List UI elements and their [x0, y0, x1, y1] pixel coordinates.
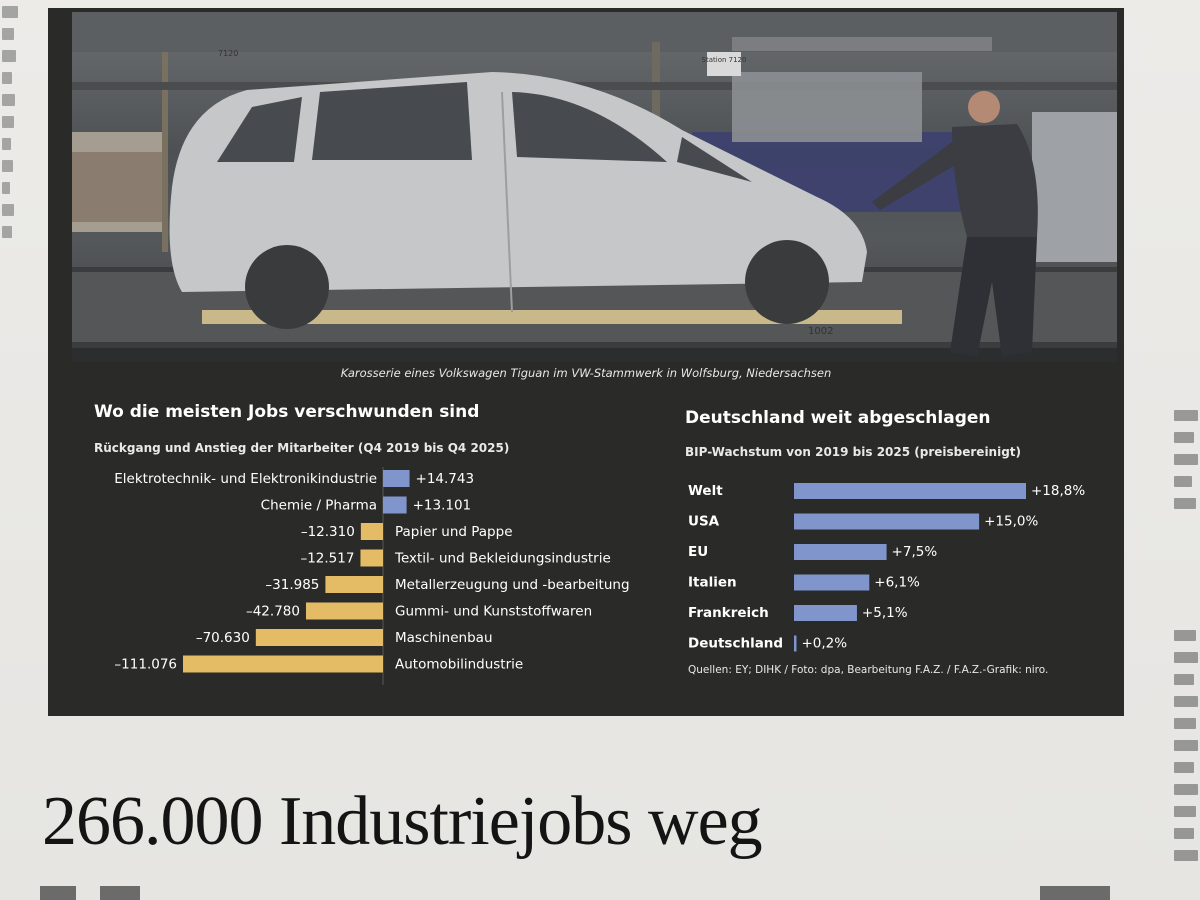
gdp-bar-2 [794, 544, 887, 560]
floor-marker-label: 1002 [808, 326, 833, 337]
category-label-6: Maschinenbau [395, 630, 493, 646]
value-label-0: +14.743 [416, 471, 475, 487]
gdp-chart: Welt +18,8% USA +15,0% EU +7,5% Italien +6,1% Fr… [688, 483, 1085, 652]
country-label-5: Deutschland [688, 636, 783, 652]
country-label-0: Welt [688, 483, 723, 499]
gdp-bar-0 [794, 483, 1026, 499]
factory-photo: Station 7120 7120 1002 [72, 12, 1117, 362]
source-credit: Quellen: EY; DIHK / Foto: dpa, Bearbeitu… [688, 664, 1049, 676]
left-column-text [0, 0, 40, 260]
jobs-chart-subtitle: Rückgang und Anstieg der Mitarbeiter (Q4… [94, 441, 510, 455]
country-label-1: USA [688, 514, 720, 530]
country-label-3: Italien [688, 575, 737, 591]
bar-3 [360, 549, 383, 567]
country-label-4: Frankreich [688, 605, 769, 621]
category-label-3: Textil- und Bekleidungsindustrie [394, 551, 611, 567]
article-headline: 266.000 Industriejobs weg [42, 783, 763, 860]
jobs-chart-title: Wo die meisten Jobs verschwunden sind [94, 402, 480, 422]
infographic-panel: Station 7120 7120 1002 Karosserie eines … [48, 8, 1124, 716]
gdp-value-label-3: +6,1% [874, 575, 920, 591]
jobs-chart: Elektrotechnik- und Elektronikindustrie +… [114, 467, 630, 685]
gdp-value-label-2: +7,5% [892, 544, 938, 560]
gdp-bar-5 [794, 635, 797, 652]
gdp-value-label-4: +5,1% [862, 605, 908, 621]
bar-0 [383, 470, 410, 487]
photo-caption: Karosserie eines Volkswagen Tiguan im VW… [340, 366, 832, 380]
gdp-bar-1 [794, 513, 980, 530]
pillar-sign-label: 7120 [218, 49, 238, 58]
value-label-3: –12.517 [300, 551, 354, 567]
right-column-text [1158, 220, 1200, 900]
category-label-4: Metallerzeugung und -bearbeitung [395, 577, 630, 593]
bar-7 [183, 655, 383, 673]
bar-2 [360, 523, 383, 540]
bar-5 [305, 602, 383, 620]
gdp-chart-subtitle: BIP-Wachstum von 2019 bis 2025 (preisber… [685, 445, 1022, 459]
country-label-2: EU [688, 544, 708, 560]
category-label-0: Elektrotechnik- und Elektronikindustrie [114, 471, 377, 487]
value-label-5: –42.780 [246, 604, 300, 620]
bar-4 [325, 576, 383, 593]
value-label-4: –31.985 [265, 577, 319, 593]
gdp-value-label-5: +0,2% [801, 636, 847, 652]
value-label-7: –111.076 [114, 657, 177, 673]
category-label-1: Chemie / Pharma [261, 498, 377, 514]
gdp-bar-4 [794, 605, 857, 621]
article-first-line [40, 878, 1140, 900]
category-label-5: Gummi- und Kunststoffwaren [395, 604, 592, 620]
value-label-2: –12.310 [301, 524, 355, 540]
bar-6 [255, 629, 383, 646]
value-label-6: –70.630 [196, 630, 250, 646]
category-label-7: Automobilindustrie [395, 657, 523, 673]
category-label-2: Papier und Pappe [395, 524, 513, 540]
station-sign-label: Station 7120 [702, 56, 747, 64]
value-label-1: +13.101 [413, 498, 472, 514]
bar-1 [383, 496, 407, 514]
gdp-value-label-0: +18,8% [1031, 483, 1085, 499]
gdp-chart-title: Deutschland weit abgeschlagen [685, 408, 991, 428]
gdp-bar-3 [794, 574, 870, 591]
gdp-value-label-1: +15,0% [984, 514, 1038, 530]
